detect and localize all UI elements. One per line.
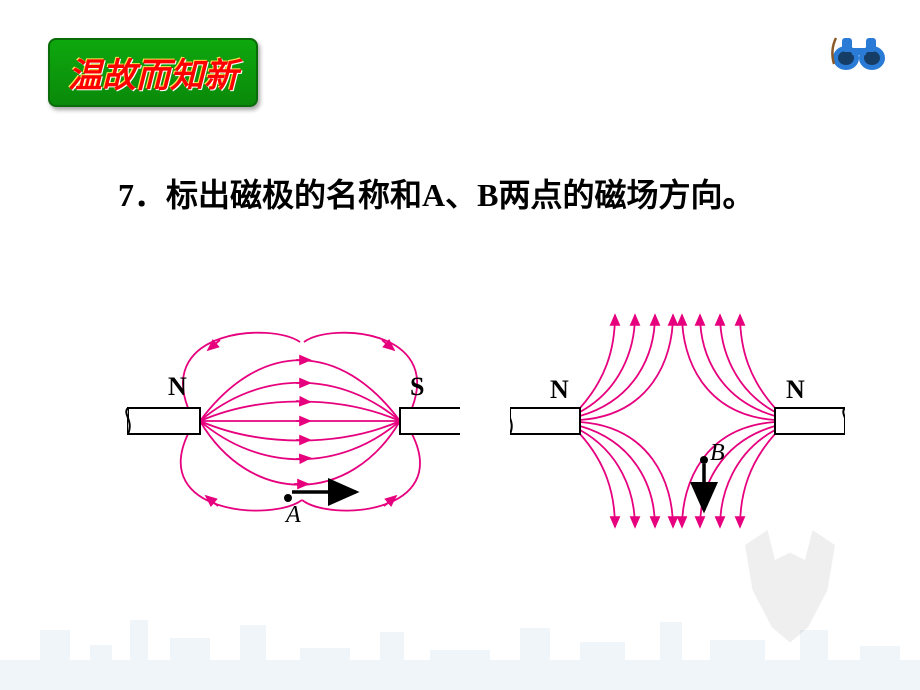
figure-ns: A N S <box>110 300 460 540</box>
question-body: 标出磁极的名称和A、B两点的磁场方向。 <box>166 177 754 213</box>
fig1-right-pole: S <box>410 372 424 402</box>
review-badge: 温故而知新 <box>48 38 258 107</box>
review-badge-text: 温故而知新 <box>68 58 238 95</box>
svg-text:B: B <box>710 440 725 466</box>
question-number: 7． <box>118 177 166 213</box>
fig1-left-pole: N <box>168 372 187 402</box>
question-text: 7．标出磁极的名称和A、B两点的磁场方向。 <box>118 170 754 216</box>
binoculars-icon <box>828 30 890 72</box>
svg-text:A: A <box>284 502 301 528</box>
wolf-watermark <box>715 515 865 665</box>
figure-nn: B N N <box>510 300 845 540</box>
diagram-area: A N S <box>70 290 860 550</box>
fig2-left-pole: N <box>550 375 569 405</box>
fig2-right-pole: N <box>786 375 805 405</box>
